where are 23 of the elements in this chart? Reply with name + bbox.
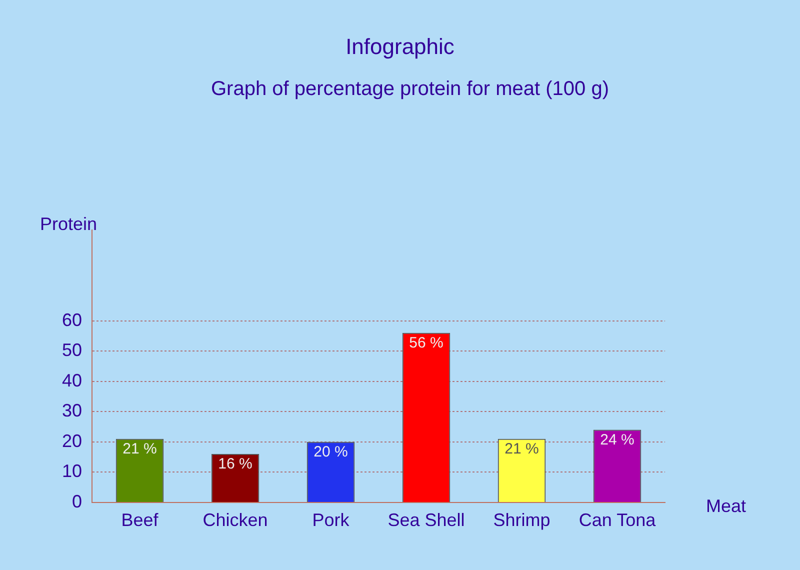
x-axis-title: Meat [706,496,746,517]
y-tick-label: 20 [62,430,82,451]
y-axis-title: Protein [40,214,98,235]
y-tick-label: 50 [62,340,82,360]
data-label: 21 % [504,440,539,458]
x-tick-label: Chicken [202,510,268,530]
x-tick-label: Sea Shell [388,510,465,530]
x-tick-label: Beef [121,510,160,530]
y-tick-label: 40 [62,370,82,390]
data-label: 16 % [218,456,252,473]
chart-title: Infographic [344,34,456,60]
data-label: 21 % [122,440,157,458]
y-tick-label: 30 [62,400,82,421]
chart-subtitle: Graph of percentage protein for meat (100 g) [210,78,610,101]
x-tick-label: Shrimp [493,510,550,530]
y-tick-label: 10 [62,461,82,482]
data-label: 56 % [409,334,444,352]
y-tick-label: 0 [72,491,82,512]
data-label: 24 % [600,431,634,448]
data-label: 20 % [314,444,348,461]
x-tick-label: Pork [312,510,350,530]
y-tick-label: 60 [62,310,82,330]
x-tick-label: Can Tona [578,510,657,530]
